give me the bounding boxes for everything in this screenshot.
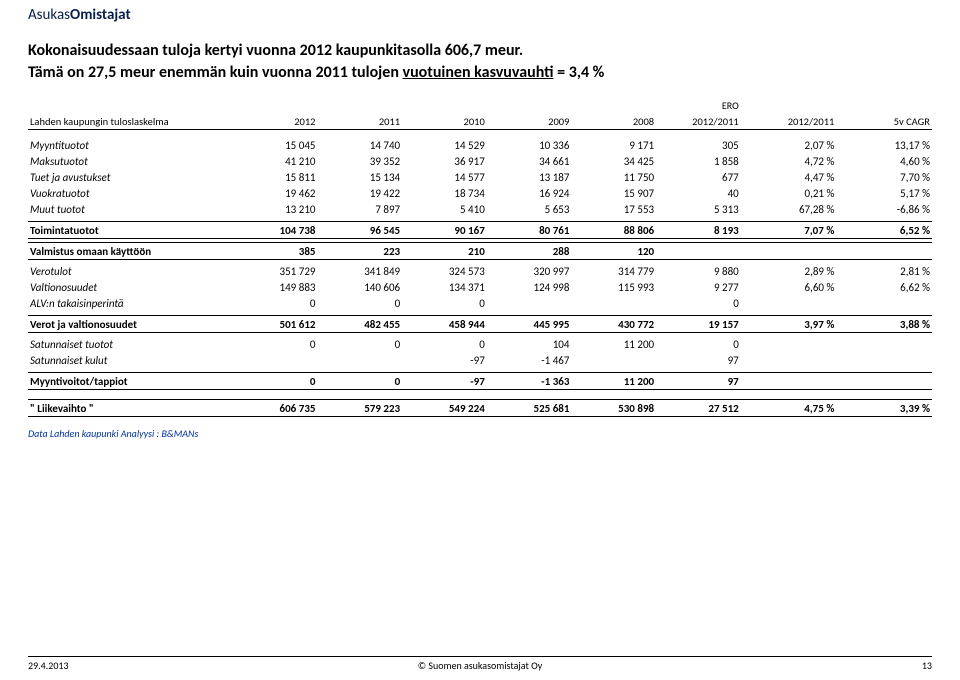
table-row: Satunnaiset tuotot00010411 2000: [28, 337, 932, 353]
hdr-e2: 2012/2011: [741, 113, 837, 130]
logo-part2: Omistajat: [70, 6, 131, 24]
data-source: Data Lahden kaupunki Analyysi : B&MANs: [28, 427, 932, 440]
page-title: Kokonaisuudessaan tuloja kertyi vuonna 2…: [28, 40, 932, 83]
table-row: Valtionosuudet149 883140 606134 371124 9…: [28, 280, 932, 296]
ero-label: ERO: [656, 97, 741, 113]
title-line1: Kokonaisuudessaan tuloja kertyi vuonna 2…: [28, 40, 932, 62]
section-liikevaihto: " Liikevaihto "606 735579 223549 224525 …: [28, 400, 932, 417]
hdr-e3: 5v CAGR: [836, 113, 932, 130]
table-row: Myyntituotot15 04514 74014 52910 3369 17…: [28, 138, 932, 154]
brand-logo: AsukasOmistajat: [28, 6, 131, 24]
section-myyntivoitot: Myyntivoitot/tappiot00-97-1 36311 20097: [28, 373, 932, 390]
hdr-2009: 2009: [487, 113, 572, 130]
section-verot: Verot ja valtionosuudet501 612482 455458…: [28, 316, 932, 333]
hdr-2012: 2012: [233, 113, 318, 130]
hdr-label: Lahden kaupungin tuloslaskelma: [28, 113, 233, 130]
table-row: Tuet ja avustukset15 81115 13414 57713 1…: [28, 170, 932, 186]
footer-copyright: © Suomen asukasomistajat Oy: [28, 659, 932, 672]
header-ero-row: ERO: [28, 97, 932, 113]
table-row: Maksutuotot41 21039 35236 91734 66134 42…: [28, 154, 932, 170]
header-row: Lahden kaupungin tuloslaskelma 2012 2011…: [28, 113, 932, 130]
table-row: Muut tuotot13 2107 8975 4105 65317 5535 …: [28, 202, 932, 218]
table-row: Satunnaiset kulut-97-1 46797: [28, 353, 932, 369]
page-footer: 29.4.2013 © Suomen asukasomistajat Oy 13: [28, 656, 932, 672]
table-row: ALV:n takaisinperintä0000: [28, 296, 932, 312]
hdr-2008: 2008: [571, 113, 656, 130]
logo-part1: Asukas: [28, 6, 70, 24]
table-row: Verotulot351 729341 849324 573320 997314…: [28, 264, 932, 280]
table-row: Vuokratuotot19 46219 42218 73416 92415 9…: [28, 186, 932, 202]
hdr-e1: 2012/2011: [656, 113, 741, 130]
title-line2: Tämä on 27,5 meur enemmän kuin vuonna 20…: [28, 62, 932, 84]
hdr-2011: 2011: [317, 113, 402, 130]
hdr-2010: 2010: [402, 113, 487, 130]
financial-table: ERO Lahden kaupungin tuloslaskelma 2012 …: [28, 97, 932, 417]
section-toimintatuotot: Toimintatuotot104 73896 54590 16780 7618…: [28, 222, 932, 239]
section-valmistus: Valmistus omaan käyttöön385223210288120: [28, 243, 932, 260]
